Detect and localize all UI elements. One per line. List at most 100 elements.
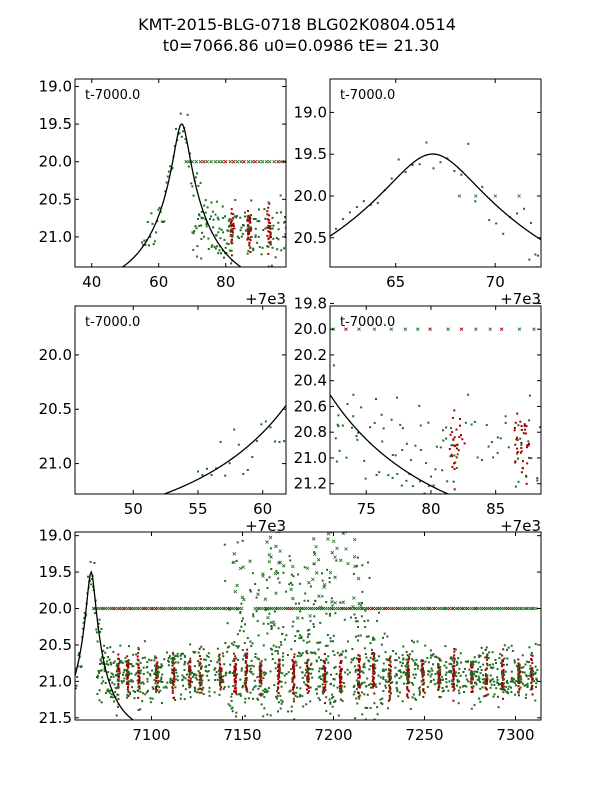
green-data-point <box>244 701 247 704</box>
red-data-point <box>421 675 424 678</box>
green-data-point <box>528 661 530 664</box>
green-data-point <box>407 671 410 674</box>
green-data-point <box>226 646 229 649</box>
green-data-point <box>478 697 481 700</box>
green-cross-point <box>272 159 277 164</box>
red-data-point <box>484 656 487 659</box>
green-data-point <box>292 697 295 700</box>
y-tick-label: 20.0 <box>39 346 72 364</box>
red-data-point <box>305 665 308 668</box>
green-data-point <box>275 645 278 648</box>
green-data-point <box>399 423 402 426</box>
green-data-point <box>249 691 252 694</box>
red-data-point <box>277 678 280 681</box>
red-data-point <box>189 670 192 673</box>
red-data-point <box>371 675 374 678</box>
red-data-point <box>407 696 410 699</box>
green-data-point <box>529 688 532 691</box>
green-data-point <box>478 656 481 658</box>
green-data-point <box>298 637 301 640</box>
green-data-point <box>294 602 297 605</box>
green-data-point <box>270 626 273 629</box>
green-data-point <box>240 235 243 238</box>
green-data-point <box>273 684 276 687</box>
red-data-point <box>372 668 375 671</box>
green-data-point <box>238 629 241 632</box>
red-data-point <box>470 663 473 665</box>
green-data-point <box>477 675 480 678</box>
red-data-point <box>246 215 249 218</box>
green-data-point <box>514 485 517 488</box>
green-data-point <box>368 668 371 671</box>
green-data-point <box>277 652 280 655</box>
x-offset-label: +7e3 <box>500 290 541 308</box>
red-data-point <box>340 670 343 673</box>
green-data-point <box>373 638 376 641</box>
green-data-point <box>153 679 156 681</box>
green-data-point <box>409 653 411 656</box>
red-data-point <box>516 447 519 450</box>
green-cross-point <box>266 615 270 620</box>
red-data-point <box>454 461 457 464</box>
red-data-point <box>501 654 504 657</box>
green-data-point <box>334 437 337 440</box>
x-offset-label: +7e3 <box>245 517 286 535</box>
red-data-point <box>126 664 129 667</box>
red-data-point <box>519 451 522 454</box>
red-data-point <box>459 417 461 420</box>
green-data-point <box>459 652 462 655</box>
green-data-point <box>513 678 516 681</box>
green-data-point <box>223 686 226 688</box>
green-data-point <box>196 255 199 258</box>
green-data-point <box>318 656 320 659</box>
red-data-point <box>358 657 361 660</box>
green-data-point <box>126 693 129 696</box>
red-data-point <box>138 666 141 669</box>
green-cross-point <box>235 583 239 588</box>
green-data-point <box>166 681 169 684</box>
red-data-point <box>500 684 503 687</box>
green-data-point <box>244 215 246 218</box>
red-cross-point <box>544 328 547 331</box>
green-data-point <box>184 660 187 663</box>
green-cross-point <box>228 159 232 164</box>
green-data-point <box>458 667 461 670</box>
red-data-point <box>137 696 140 699</box>
green-data-point <box>75 667 77 670</box>
green-data-point <box>453 170 456 172</box>
red-data-point <box>463 442 466 445</box>
green-data-point <box>326 634 329 636</box>
green-data-point <box>111 696 114 699</box>
green-data-point <box>181 674 184 677</box>
green-data-point <box>229 218 232 221</box>
green-data-point <box>405 672 407 675</box>
green-data-point <box>413 676 416 679</box>
green-data-point <box>256 657 259 660</box>
red-data-point <box>125 683 128 685</box>
green-data-point <box>292 678 295 680</box>
green-data-point <box>351 426 353 429</box>
red-cross-point <box>344 327 348 331</box>
green-data-point <box>291 625 294 628</box>
red-data-point <box>452 689 455 692</box>
green-data-point <box>228 645 231 648</box>
green-data-point <box>492 666 495 669</box>
green-cross-point <box>351 604 355 609</box>
green-data-point <box>235 559 238 562</box>
green-data-point <box>338 449 341 452</box>
red-data-point <box>452 667 455 670</box>
green-data-point <box>404 664 407 667</box>
green-data-point <box>261 246 264 249</box>
green-data-point <box>446 480 449 483</box>
green-data-point <box>117 673 120 676</box>
green-data-point <box>269 225 272 228</box>
green-data-point <box>209 218 211 220</box>
green-data-point <box>274 256 277 259</box>
green-data-point <box>526 682 529 685</box>
green-data-point <box>206 206 209 209</box>
green-data-point <box>200 679 203 682</box>
green-data-point <box>243 682 246 685</box>
green-data-point <box>264 658 267 661</box>
green-data-point <box>327 418 329 420</box>
